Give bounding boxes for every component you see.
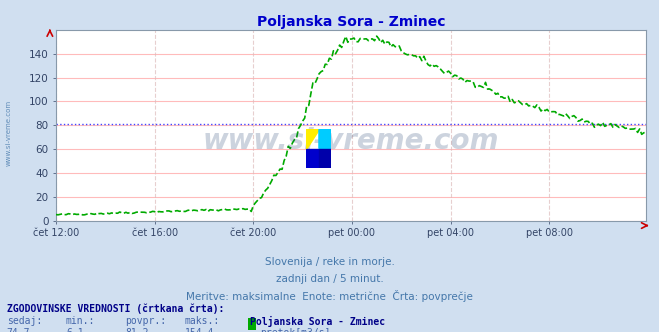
Text: 6,1: 6,1 <box>66 328 84 332</box>
Text: ZGODOVINSKE VREDNOSTI (črtkana črta):: ZGODOVINSKE VREDNOSTI (črtkana črta): <box>7 304 224 314</box>
Polygon shape <box>319 148 331 168</box>
Text: 81,2: 81,2 <box>125 328 149 332</box>
Polygon shape <box>306 148 319 168</box>
Text: zadnji dan / 5 minut.: zadnji dan / 5 minut. <box>275 274 384 284</box>
Text: Meritve: maksimalne  Enote: metrične  Črta: povprečje: Meritve: maksimalne Enote: metrične Črta… <box>186 290 473 302</box>
Title: Poljanska Sora - Zminec: Poljanska Sora - Zminec <box>256 15 445 29</box>
Polygon shape <box>306 129 319 148</box>
Text: www.si-vreme.com: www.si-vreme.com <box>203 126 499 155</box>
Text: 154,4: 154,4 <box>185 328 214 332</box>
Text: maks.:: maks.: <box>185 316 219 326</box>
Text: Slovenija / reke in morje.: Slovenija / reke in morje. <box>264 257 395 267</box>
Polygon shape <box>319 129 331 148</box>
Text: 74,7: 74,7 <box>7 328 30 332</box>
Text: pretok[m3/s]: pretok[m3/s] <box>260 328 331 332</box>
Text: sedaj:: sedaj: <box>7 316 42 326</box>
Polygon shape <box>319 129 331 148</box>
Text: Poljanska Sora - Zminec: Poljanska Sora - Zminec <box>250 316 386 327</box>
Text: min.:: min.: <box>66 316 96 326</box>
Text: povpr.:: povpr.: <box>125 316 166 326</box>
Text: www.si-vreme.com: www.si-vreme.com <box>5 100 12 166</box>
